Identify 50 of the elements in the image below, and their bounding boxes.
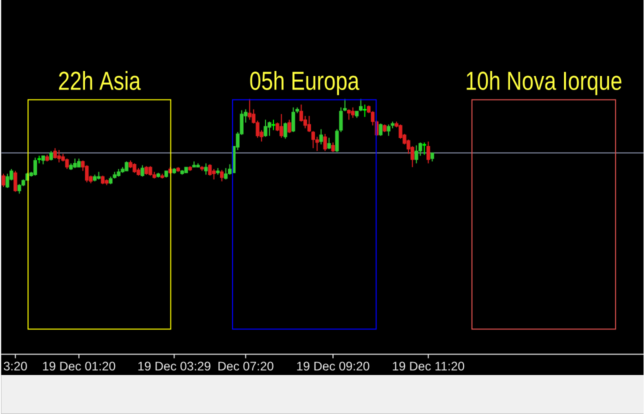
x-tick-label: Dec 07:20	[218, 362, 274, 371]
candlestick	[351, 106, 355, 118]
candlestick	[57, 150, 61, 163]
candlestick	[212, 168, 216, 180]
candlestick	[53, 148, 57, 160]
candlestick	[33, 157, 38, 176]
text: 10h Nova Iorque	[466, 71, 622, 96]
x-tick-label: 3:20	[4, 362, 27, 371]
candlestick	[49, 150, 53, 162]
candlestick	[347, 108, 351, 120]
candlestick	[85, 164, 89, 183]
candlestick	[422, 142, 426, 156]
candlestick	[284, 122, 288, 140]
candlestick	[331, 142, 335, 152]
candlestick	[73, 158, 77, 169]
candlestick	[220, 169, 224, 182]
text: 05h Europa	[250, 71, 360, 96]
candlestick	[362, 104, 367, 118]
candlestick	[386, 124, 390, 136]
candlestick	[291, 106, 296, 133]
candlestick	[6, 173, 10, 188]
text: 22h Asia	[59, 71, 141, 90]
candlestick	[124, 160, 128, 172]
candlestick	[327, 137, 331, 150]
candlestick	[288, 119, 292, 134]
candlestick	[323, 133, 327, 152]
candlestick	[272, 119, 276, 131]
candlestick	[132, 162, 136, 174]
candlestick	[65, 158, 69, 170]
candlestick	[358, 98, 363, 112]
candlestick	[264, 119, 268, 138]
candlestick	[303, 115, 308, 129]
x-tick-label: 19 Dec 01:20	[43, 362, 116, 371]
x-tick-label: 19 Dec 03:29	[138, 362, 210, 371]
candlestick	[319, 128, 323, 145]
candlestick	[14, 170, 18, 192]
candlestick	[204, 162, 208, 176]
x-tick-label: 19 Dec 09:20	[297, 362, 370, 371]
candlestick	[414, 144, 418, 164]
candlestick	[18, 184, 22, 194]
candlestick	[268, 121, 272, 136]
x-tick-label: 19 Dec 11:20	[392, 362, 464, 371]
candlestick	[280, 114, 284, 138]
candlestick	[140, 164, 144, 178]
candlestick	[148, 166, 152, 176]
candlestick	[208, 164, 212, 176]
candlestick	[224, 168, 228, 180]
candlestick	[378, 123, 382, 136]
candlestick	[426, 141, 430, 164]
candlestick	[248, 98, 252, 120]
